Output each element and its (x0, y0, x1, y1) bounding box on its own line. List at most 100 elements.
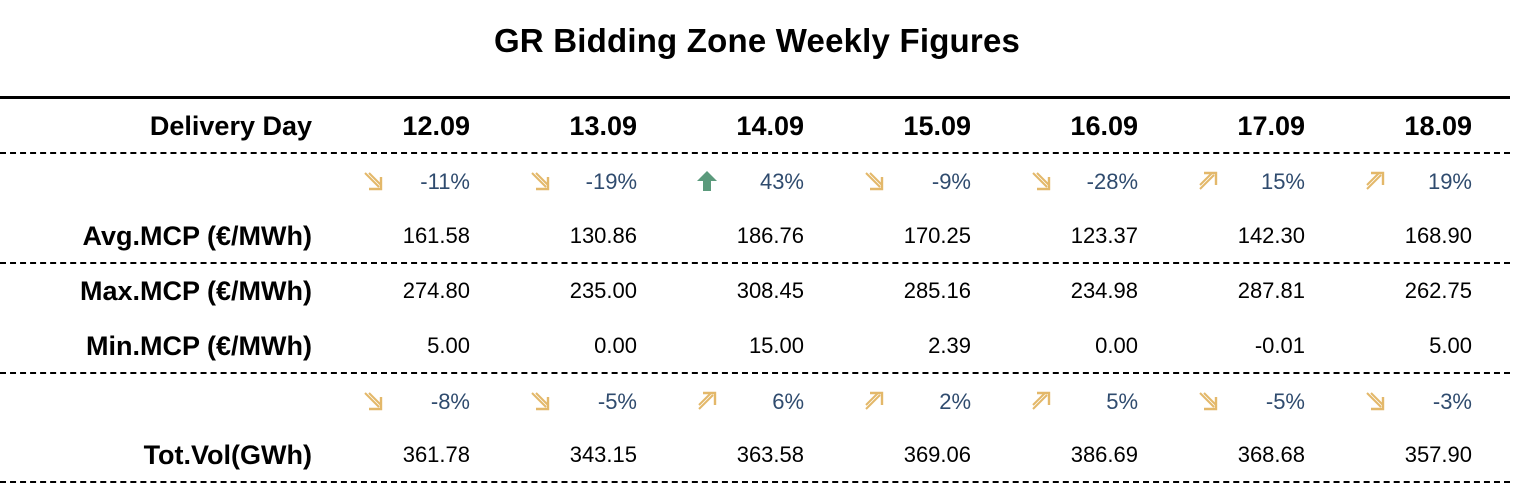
change-percent: 15% (1260, 169, 1305, 194)
day-header-text: 17.09 (1237, 111, 1305, 141)
value-cell: 161.58 (330, 216, 497, 256)
change-percent: -5% (1265, 389, 1305, 414)
avg-divider (0, 262, 1510, 264)
value-cell: 274.80 (330, 271, 497, 311)
change-percent: -11% (420, 169, 470, 194)
arrow-down-right-icon (1030, 170, 1052, 192)
value-cell: 262.75 (1332, 271, 1499, 311)
value-cell: 343.15 (497, 435, 664, 475)
day-header-text: 13.09 (569, 111, 637, 141)
day-header-text: 16.09 (1070, 111, 1138, 141)
change-percent: 2% (939, 389, 971, 414)
change-cell: 15% (1165, 162, 1332, 202)
min-mcp-label: Min.MCP (€/MWh) (86, 331, 312, 361)
min-mcp-value: 2.39 (928, 333, 971, 358)
change-percent: 5% (1106, 389, 1138, 414)
day-header-text: 14.09 (736, 111, 804, 141)
change-cell: 19% (1332, 162, 1499, 202)
value-cell: 15.00 (664, 326, 831, 366)
day-column-header: 17.09 (1165, 106, 1332, 146)
value-cell: 308.45 (664, 271, 831, 311)
change-percent: 43% (759, 169, 804, 194)
value-cell: 235.00 (497, 271, 664, 311)
arrow-down-right-icon (529, 390, 551, 412)
max-mcp-value: 274.80 (402, 278, 470, 303)
max-mcp-row: Max.MCP (€/MWh) 274.80 235.00 308.45 285… (0, 271, 1514, 311)
value-cell: 0.00 (497, 326, 664, 366)
avg-mcp-value: 168.90 (1404, 223, 1472, 248)
min-mcp-value: 0.00 (1095, 333, 1138, 358)
min-mcp-value: 15.00 (748, 333, 804, 358)
value-cell: 142.30 (1165, 216, 1332, 256)
arrow-down-right-icon (529, 170, 551, 192)
min-mcp-value: 5.00 (427, 333, 470, 358)
arrow-down-right-icon (362, 390, 384, 412)
max-mcp-value: 308.45 (736, 278, 804, 303)
change-percent: -5% (597, 389, 637, 414)
value-cell: 234.98 (998, 271, 1165, 311)
change-percent: -28% (1086, 169, 1138, 194)
change-cell: -5% (1165, 382, 1332, 422)
min-mcp-value: 0.00 (594, 333, 637, 358)
day-column-header: 12.09 (330, 106, 497, 146)
header-row: Delivery Day 12.09 13.09 14.09 15.09 16.… (0, 106, 1514, 146)
value-cell: 123.37 (998, 216, 1165, 256)
tot-vol-value: 368.68 (1237, 442, 1305, 467)
change-percent: -9% (931, 169, 971, 194)
value-cell: 285.16 (831, 271, 998, 311)
value-cell: 0.00 (998, 326, 1165, 366)
tot-vol-value: 386.69 (1070, 442, 1138, 467)
day-column-header: 18.09 (1332, 106, 1499, 146)
max-mcp-value: 234.98 (1070, 278, 1138, 303)
value-cell: 186.76 (664, 216, 831, 256)
tot-vol-label: Tot.Vol(GWh) (143, 440, 312, 470)
vol-change-row: -8% -5% 6% 2% 5% -5% -3% (0, 382, 1514, 422)
arrow-down-right-icon (1364, 390, 1386, 412)
arrow-up-right-icon (1030, 390, 1052, 412)
value-cell: 2.39 (831, 326, 998, 366)
day-header-text: 18.09 (1404, 111, 1472, 141)
day-column-header: 16.09 (998, 106, 1165, 146)
change-cell: -8% (330, 382, 497, 422)
value-cell: 361.78 (330, 435, 497, 475)
change-percent: 6% (772, 389, 804, 414)
tot-vol-value: 357.90 (1404, 442, 1472, 467)
tot-vol-value: 361.78 (402, 442, 470, 467)
min-mcp-value: -0.01 (1254, 333, 1305, 358)
max-mcp-value: 287.81 (1237, 278, 1305, 303)
avg-mcp-value: 186.76 (736, 223, 804, 248)
arrow-up-icon (696, 170, 718, 192)
avg-mcp-label: Avg.MCP (€/MWh) (82, 221, 313, 251)
day-header-text: 12.09 (402, 111, 470, 141)
value-cell: 357.90 (1332, 435, 1499, 475)
avg-change-row: -11% -19% 43% -9% -28% 15% 19% (0, 162, 1514, 202)
avg-mcp-value: 130.86 (569, 223, 637, 248)
day-column-header: 13.09 (497, 106, 664, 146)
change-cell: 5% (998, 382, 1165, 422)
tot-vol-value: 369.06 (903, 442, 971, 467)
day-column-header: 14.09 (664, 106, 831, 146)
min-mcp-value: 5.00 (1429, 333, 1472, 358)
tot-vol-value: 363.58 (736, 442, 804, 467)
max-mcp-label: Max.MCP (€/MWh) (79, 276, 312, 306)
arrow-up-right-icon (1197, 170, 1219, 192)
value-cell: 170.25 (831, 216, 998, 256)
min-mcp-row: Min.MCP (€/MWh) 5.00 0.00 15.00 2.39 0.0… (0, 326, 1514, 366)
value-cell: 368.68 (1165, 435, 1332, 475)
day-header-text: 15.09 (903, 111, 971, 141)
day-column-header: 15.09 (831, 106, 998, 146)
delivery-day-label: Delivery Day (149, 111, 312, 141)
avg-mcp-row: Avg.MCP (€/MWh) 161.58 130.86 186.76 170… (0, 216, 1514, 256)
avg-mcp-value: 142.30 (1237, 223, 1305, 248)
change-cell: -28% (998, 162, 1165, 202)
change-cell: -11% (330, 162, 497, 202)
value-cell: -0.01 (1165, 326, 1332, 366)
avg-mcp-value: 123.37 (1070, 223, 1138, 248)
table-bottom-rule (0, 481, 1510, 483)
change-cell: -19% (497, 162, 664, 202)
change-cell: -9% (831, 162, 998, 202)
arrow-down-right-icon (1197, 390, 1219, 412)
change-cell: 6% (664, 382, 831, 422)
arrow-down-right-icon (863, 170, 885, 192)
value-cell: 5.00 (1332, 326, 1499, 366)
